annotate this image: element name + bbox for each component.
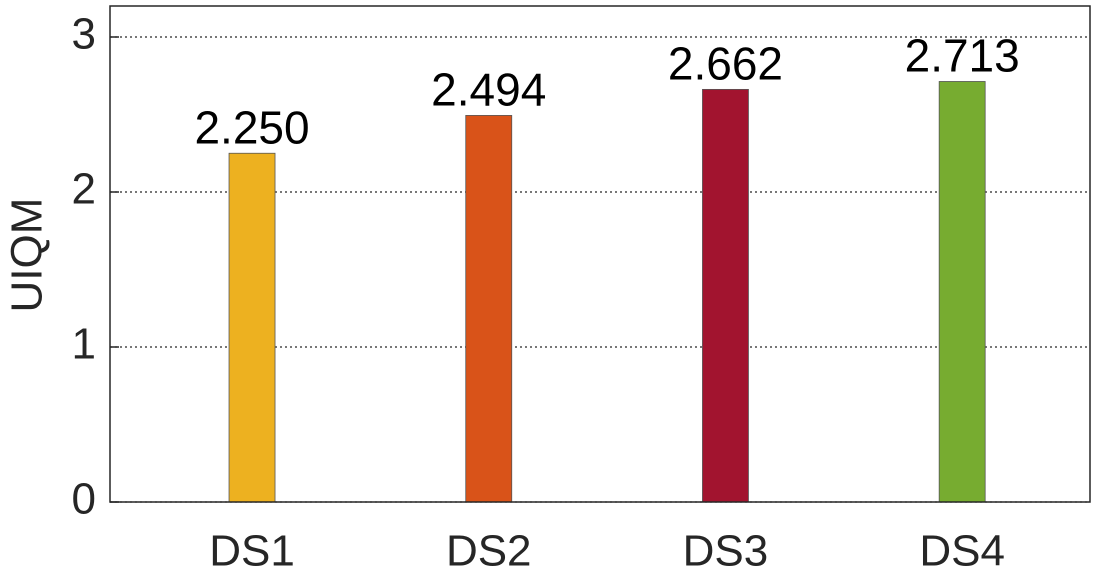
- x-tick-label: DS2: [446, 527, 532, 576]
- value-label: 2.662: [668, 37, 783, 89]
- y-axis-label: UIQM: [3, 198, 52, 313]
- bar: [465, 115, 513, 503]
- value-label: 2.494: [431, 63, 546, 115]
- bar: [702, 88, 749, 503]
- y-tick-label: 3: [72, 10, 96, 59]
- value-label: 2.250: [194, 101, 309, 153]
- x-tick-label: DS4: [919, 527, 1005, 576]
- value-label: 2.713: [905, 29, 1020, 81]
- y-tick-label: 2: [72, 165, 96, 214]
- y-tick-label: 1: [72, 320, 96, 369]
- x-tick-label: DS1: [209, 527, 295, 576]
- y-tick-label: 0: [72, 475, 96, 524]
- bar: [228, 152, 276, 503]
- plot-frame: [109, 5, 1091, 503]
- x-tick-label: DS3: [683, 527, 769, 576]
- bar: [938, 81, 986, 503]
